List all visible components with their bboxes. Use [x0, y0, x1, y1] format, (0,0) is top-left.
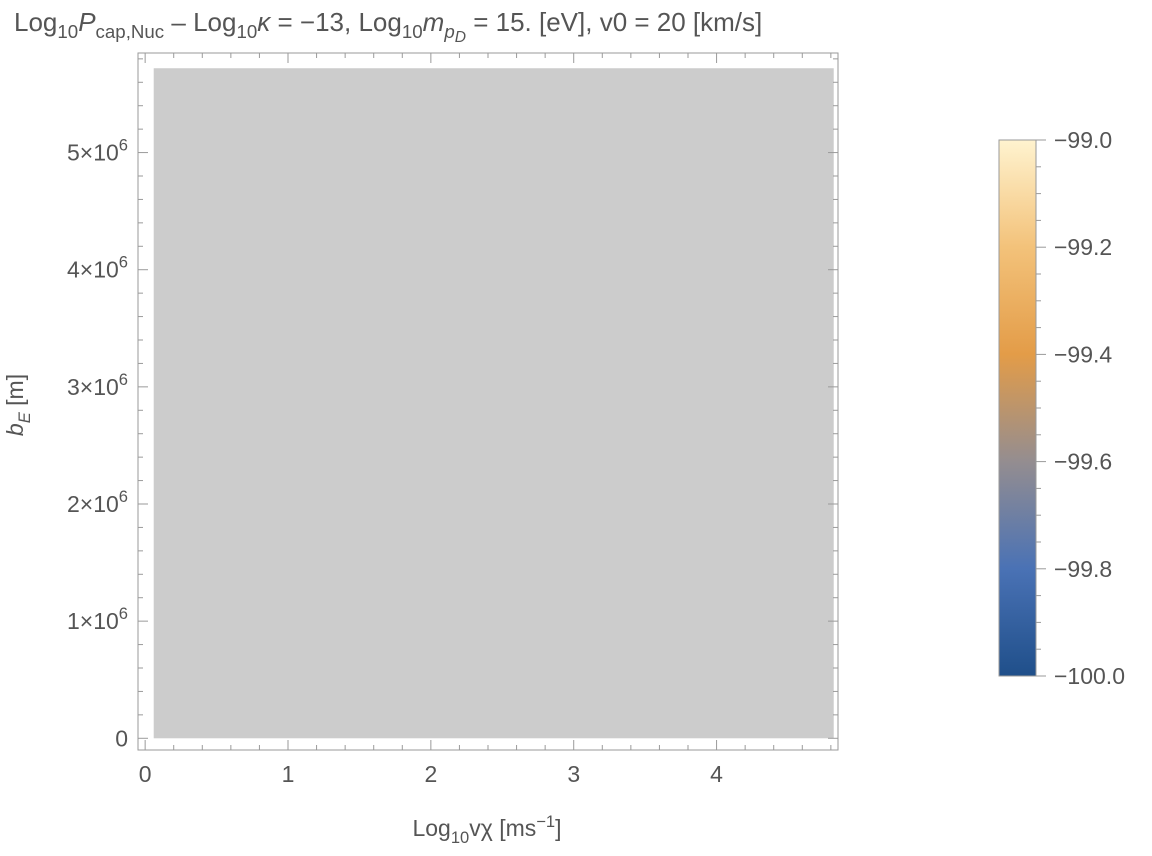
colorbar-tick-label: −99.0: [1054, 127, 1112, 153]
chart-title-text: Log10Pcap,Nuc – Log10κ = −13, Log10mpD =…: [14, 7, 762, 46]
x-tick-label: 1: [282, 761, 295, 787]
y-tick-label: 4×106: [67, 253, 128, 283]
colorbar-tick-label: −99.8: [1054, 556, 1112, 582]
x-axis-label: Log10vχ [ms−1]: [412, 812, 561, 847]
colorbar: −99.0 −99.2 −99.4 −99.6 −99.8 −100.0: [998, 127, 1125, 689]
y-tick-label: 0: [115, 725, 128, 751]
y-axis-label-text: bE [m]: [2, 374, 34, 436]
y-tick-label: 3×106: [67, 370, 128, 400]
colorbar-tick-label: −99.2: [1054, 234, 1112, 260]
colorbar-tick-label: −99.6: [1054, 449, 1112, 475]
x-axis-label-text: Log10vχ [ms−1]: [412, 812, 561, 847]
y-tick-label: 1×106: [67, 604, 128, 634]
colorbar-tick-label: −100.0: [1054, 663, 1125, 689]
y-tick-label: 2×106: [67, 487, 128, 517]
heatmap-region: [153, 68, 834, 739]
x-tick-label: 4: [710, 761, 723, 787]
y-tick-label: 5×106: [67, 136, 128, 166]
y-axis-label: bE [m]: [2, 374, 34, 436]
x-tick-label: 0: [139, 761, 152, 787]
x-tick-label: 2: [424, 761, 437, 787]
x-tick-label: 3: [567, 761, 580, 787]
plot-area: 0 1 2 3 4 0 1×106 2×106 3×106 4×106 5×106: [67, 52, 839, 787]
chart-title: Log10Pcap,Nuc – Log10κ = −13, Log10mpD =…: [14, 7, 762, 46]
colorbar-gradient: [998, 139, 1037, 677]
colorbar-tick-label: −99.4: [1054, 341, 1112, 367]
